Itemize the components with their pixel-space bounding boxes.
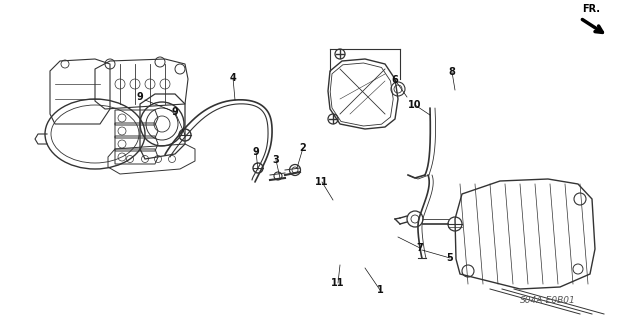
Text: FR.: FR. — [582, 4, 600, 14]
Text: 2: 2 — [300, 143, 307, 153]
Text: 1: 1 — [376, 285, 383, 295]
Text: 6: 6 — [392, 75, 398, 85]
Text: S04A-E0B01: S04A-E0B01 — [520, 296, 576, 305]
Text: 7: 7 — [417, 243, 424, 253]
Text: 4: 4 — [230, 73, 236, 83]
Text: 9: 9 — [136, 92, 143, 102]
Text: 9: 9 — [253, 147, 259, 157]
Text: 3: 3 — [273, 155, 280, 165]
Text: 5: 5 — [447, 253, 453, 263]
Text: 11: 11 — [316, 177, 329, 187]
Text: 9: 9 — [172, 107, 179, 117]
Text: 11: 11 — [332, 278, 345, 288]
Text: 8: 8 — [449, 67, 456, 77]
Text: 10: 10 — [408, 100, 422, 110]
